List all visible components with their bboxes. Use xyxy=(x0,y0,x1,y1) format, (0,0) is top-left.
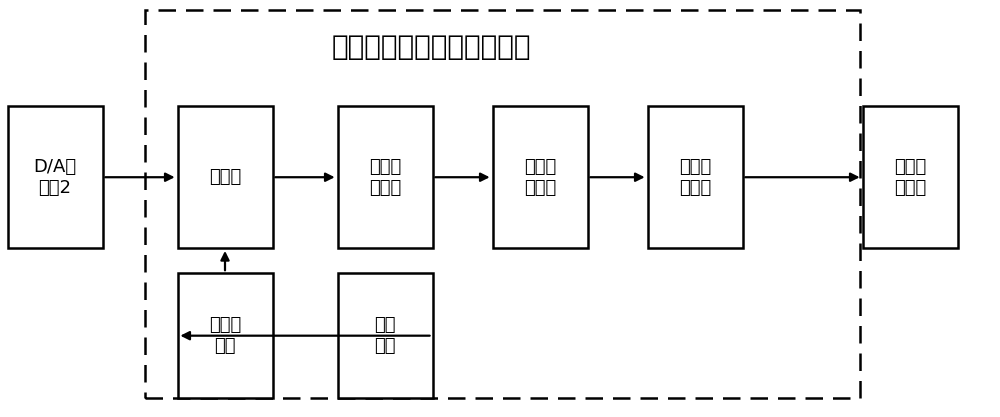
Text: 半导体激光器驱动保护回路: 半导体激光器驱动保护回路 xyxy=(331,33,531,61)
Bar xyxy=(178,273,272,398)
Bar xyxy=(178,106,272,248)
Text: 半导体
激光器: 半导体 激光器 xyxy=(894,158,926,197)
Bar xyxy=(338,273,432,398)
Text: D/A转
换器2: D/A转 换器2 xyxy=(33,158,77,197)
Text: 加法器: 加法器 xyxy=(209,168,241,186)
Text: 浪涌吸
收回路: 浪涌吸 收回路 xyxy=(679,158,711,197)
Bar xyxy=(338,106,432,248)
Bar xyxy=(8,106,103,248)
Text: 恒流驱
动电路: 恒流驱 动电路 xyxy=(369,158,401,197)
Bar xyxy=(145,10,860,398)
Text: 直流
偏置: 直流 偏置 xyxy=(374,316,396,355)
Bar xyxy=(648,106,742,248)
Bar xyxy=(862,106,958,248)
Text: 软启动
电路: 软启动 电路 xyxy=(209,316,241,355)
Text: 静电保
护回路: 静电保 护回路 xyxy=(524,158,556,197)
Bar xyxy=(493,106,588,248)
